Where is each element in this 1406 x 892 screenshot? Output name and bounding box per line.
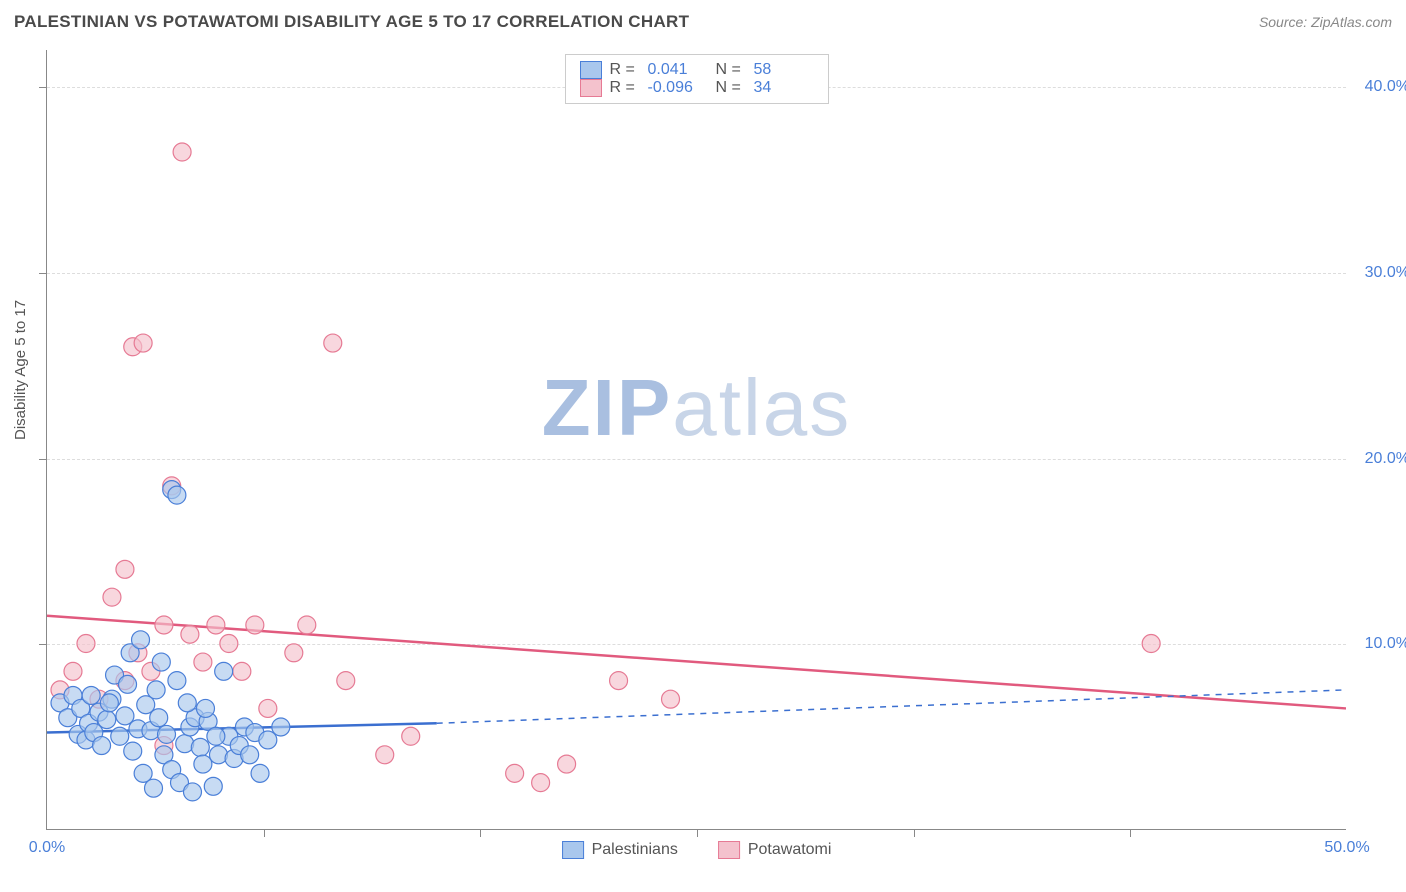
legend-item-potawatomi: Potawatomi [718, 841, 832, 859]
x-tick [264, 829, 265, 837]
legend-label-palestinians: Palestinians [592, 841, 678, 859]
chart-svg [47, 50, 1346, 829]
legend-n-value-1: 34 [754, 79, 814, 97]
legend-r-label: R = [610, 79, 640, 97]
chart-title: PALESTINIAN VS POTAWATOMI DISABILITY AGE… [14, 12, 689, 32]
x-tick [914, 829, 915, 837]
y-tick [39, 87, 47, 88]
legend-row-palestinians: R = 0.041 N = 58 [580, 61, 814, 79]
y-tick [39, 273, 47, 274]
legend-r-label: R = [610, 61, 640, 79]
legend-n-label: N = [716, 79, 746, 97]
y-tick-label: 30.0% [1365, 264, 1406, 282]
x-tick-label: 0.0% [29, 839, 65, 857]
x-tick [697, 829, 698, 837]
series-legend: Palestinians Potawatomi [562, 841, 832, 859]
x-tick [480, 829, 481, 837]
swatch-palestinians-icon [562, 841, 584, 859]
x-tick-label: 50.0% [1324, 839, 1369, 857]
swatch-palestinians [580, 61, 602, 79]
legend-r-value-1: -0.096 [648, 79, 708, 97]
y-tick-label: 10.0% [1365, 635, 1406, 653]
legend-row-potawatomi: R = -0.096 N = 34 [580, 79, 814, 97]
source-attribution: Source: ZipAtlas.com [1259, 14, 1392, 30]
chart-container: PALESTINIAN VS POTAWATOMI DISABILITY AGE… [0, 0, 1406, 892]
y-tick-label: 20.0% [1365, 450, 1406, 468]
header: PALESTINIAN VS POTAWATOMI DISABILITY AGE… [14, 12, 1392, 32]
y-axis-label: Disability Age 5 to 17 [12, 300, 29, 440]
y-tick [39, 459, 47, 460]
swatch-potawatomi-icon [718, 841, 740, 859]
plot-area: ZIPatlas R = 0.041 N = 58 R = -0.096 N =… [46, 50, 1346, 830]
legend-item-palestinians: Palestinians [562, 841, 678, 859]
y-tick [39, 644, 47, 645]
correlation-legend: R = 0.041 N = 58 R = -0.096 N = 34 [565, 54, 829, 104]
y-tick-label: 40.0% [1365, 78, 1406, 96]
legend-r-value-0: 0.041 [648, 61, 708, 79]
legend-n-value-0: 58 [754, 61, 814, 79]
legend-label-potawatomi: Potawatomi [748, 841, 832, 859]
legend-n-label: N = [716, 61, 746, 79]
swatch-potawatomi [580, 79, 602, 97]
x-tick [1130, 829, 1131, 837]
